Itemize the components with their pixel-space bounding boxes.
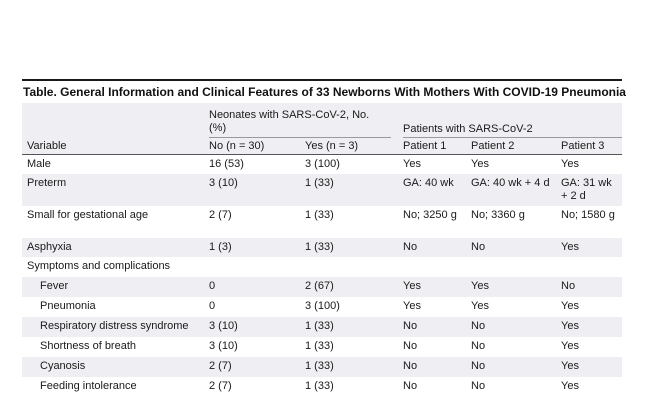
row-label: Pneumonia bbox=[40, 300, 96, 312]
cell-no: 2 (7) bbox=[209, 380, 232, 392]
group-header-rule bbox=[209, 137, 391, 138]
cell-patient-3: Yes bbox=[561, 320, 579, 332]
cell-patient-1: No; 3250 g bbox=[403, 209, 457, 221]
table-row: Preterm 3 (10) 1 (33) GA: 40 wk GA: 40 w… bbox=[22, 174, 622, 206]
cell-patient-3: GA: 31 wk + 2 d bbox=[561, 177, 612, 202]
table-row: Feeding intolerance 2 (7) 1 (33) No No Y… bbox=[22, 377, 622, 397]
title-rule bbox=[22, 79, 622, 81]
cell-no: 0 bbox=[209, 280, 216, 292]
cell-patient-2: Yes bbox=[471, 300, 489, 312]
table-figure: Table. General Information and Clinical … bbox=[22, 79, 626, 397]
cell-patient-3: Yes bbox=[561, 158, 579, 170]
cell-patient-2: No bbox=[471, 320, 486, 332]
cell-patient-3: Yes bbox=[561, 360, 579, 372]
cell-patient-1: Yes bbox=[403, 280, 421, 292]
column-header-patient-2: Patient 2 bbox=[471, 140, 515, 152]
cell-patient-2: No; 3360 g bbox=[471, 209, 525, 221]
group-header-rule bbox=[403, 137, 622, 138]
row-label: Shortness of breath bbox=[40, 340, 137, 352]
cell-patient-1: No bbox=[403, 380, 418, 392]
row-label: Cyanosis bbox=[40, 360, 86, 372]
cell-no: 0 bbox=[209, 300, 216, 312]
row-label: Respiratory distress syndrome bbox=[40, 320, 189, 332]
section-label: Symptoms and complications bbox=[27, 260, 171, 272]
cell-patient-2: No bbox=[471, 241, 486, 253]
cell-patient-3: Yes bbox=[561, 300, 579, 312]
column-header-no: No (n = 30) bbox=[209, 140, 265, 152]
table-section-row: Symptoms and complications bbox=[22, 257, 622, 277]
cell-patient-1: No bbox=[403, 241, 418, 253]
group-header-neonates: Neonates with SARS-CoV-2, No. (%) bbox=[209, 109, 370, 134]
table-row: Asphyxia 1 (3) 1 (33) No No Yes bbox=[22, 238, 622, 257]
cell-patient-3: Yes bbox=[561, 380, 579, 392]
cell-patient-2: No bbox=[471, 360, 486, 372]
cell-yes: 2 (67) bbox=[305, 280, 334, 292]
column-header-patient-3: Patient 3 bbox=[561, 140, 605, 152]
cell-no: 2 (7) bbox=[209, 209, 232, 221]
cell-patient-1: Yes bbox=[403, 300, 421, 312]
cell-patient-1: No bbox=[403, 340, 418, 352]
table-row: Male 16 (53) 3 (100) Yes Yes Yes bbox=[22, 155, 622, 174]
cell-patient-2: GA: 40 wk + 4 d bbox=[471, 177, 550, 189]
cell-no: 16 (53) bbox=[209, 158, 244, 170]
row-label: Male bbox=[27, 158, 51, 170]
table-row: Fever 0 2 (67) Yes Yes No bbox=[22, 277, 622, 297]
row-label: Preterm bbox=[27, 177, 67, 189]
column-header-yes: Yes (n = 3) bbox=[305, 140, 359, 152]
cell-patient-3: No bbox=[561, 280, 576, 292]
header-rule bbox=[22, 154, 622, 155]
row-label: Feeding intolerance bbox=[40, 380, 137, 392]
cell-patient-2: No bbox=[471, 380, 486, 392]
table-row: Small for gestational age 2 (7) 1 (33) N… bbox=[22, 206, 622, 238]
table-row: Shortness of breath 3 (10) 1 (33) No No … bbox=[22, 337, 622, 357]
cell-no: 3 (10) bbox=[209, 320, 238, 332]
cell-patient-2: No bbox=[471, 340, 486, 352]
cell-yes: 1 (33) bbox=[305, 320, 334, 332]
cell-yes: 1 (33) bbox=[305, 209, 334, 221]
cell-patient-2: Yes bbox=[471, 280, 489, 292]
cell-patient-1: No bbox=[403, 360, 418, 372]
cell-yes: 3 (100) bbox=[305, 300, 340, 312]
cell-yes: 1 (33) bbox=[305, 177, 334, 189]
table-header: Neonates with SARS-CoV-2, No. (%) Patien… bbox=[22, 103, 622, 154]
cell-no: 2 (7) bbox=[209, 360, 232, 372]
cell-no: 3 (10) bbox=[209, 340, 238, 352]
cell-no: 3 (10) bbox=[209, 177, 238, 189]
cell-patient-3: Yes bbox=[561, 340, 579, 352]
cell-no: 1 (3) bbox=[209, 241, 232, 253]
cell-patient-1: No bbox=[403, 320, 418, 332]
column-header-variable: Variable bbox=[27, 140, 67, 152]
table-row: Cyanosis 2 (7) 1 (33) No No Yes bbox=[22, 357, 622, 377]
table-title: Table. General Information and Clinical … bbox=[22, 81, 626, 103]
cell-patient-1: Yes bbox=[403, 158, 421, 170]
cell-yes: 3 (100) bbox=[305, 158, 340, 170]
cell-patient-3: No; 1580 g bbox=[561, 209, 615, 221]
group-header-patients: Patients with SARS-CoV-2 bbox=[403, 123, 533, 135]
table-row: Pneumonia 0 3 (100) Yes Yes Yes bbox=[22, 297, 622, 317]
cell-patient-2: Yes bbox=[471, 158, 489, 170]
cell-yes: 1 (33) bbox=[305, 241, 334, 253]
cell-yes: 1 (33) bbox=[305, 380, 334, 392]
cell-yes: 1 (33) bbox=[305, 340, 334, 352]
table-body: Male 16 (53) 3 (100) Yes Yes Yes Preterm… bbox=[22, 155, 622, 397]
column-header-patient-1: Patient 1 bbox=[403, 140, 447, 152]
table-row: Respiratory distress syndrome 3 (10) 1 (… bbox=[22, 317, 622, 337]
cell-yes: 1 (33) bbox=[305, 360, 334, 372]
row-label: Small for gestational age bbox=[27, 209, 149, 221]
cell-patient-3: Yes bbox=[561, 241, 579, 253]
cell-patient-1: GA: 40 wk bbox=[403, 177, 454, 189]
row-label: Asphyxia bbox=[27, 241, 72, 253]
row-label: Fever bbox=[40, 280, 69, 292]
